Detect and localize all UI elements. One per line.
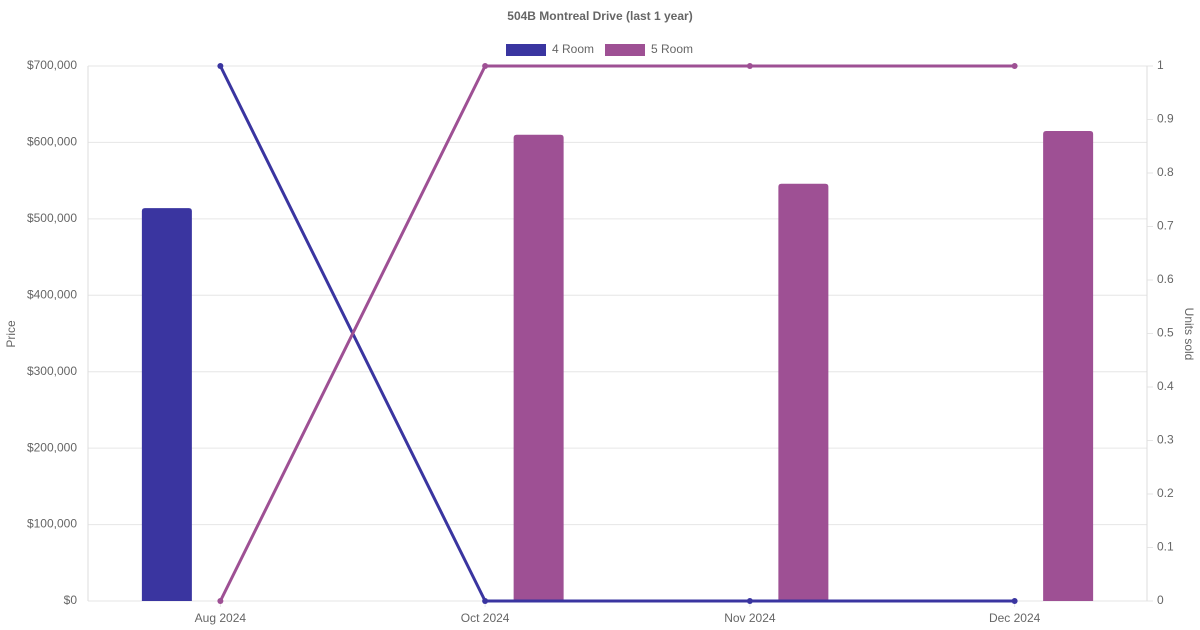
y2-tick-label: 0.6 xyxy=(1157,272,1174,286)
y2-tick-label: 0.5 xyxy=(1157,326,1174,340)
y-tick-label: $700,000 xyxy=(27,58,77,72)
bar xyxy=(778,183,829,601)
line-point xyxy=(217,63,224,69)
x-tick-label: Aug 2024 xyxy=(195,611,247,625)
legend-swatch xyxy=(506,44,546,56)
y-tick-label: $0 xyxy=(64,593,78,607)
y2-tick-label: 0.2 xyxy=(1157,486,1174,500)
y2-tick-label: 0.3 xyxy=(1157,433,1174,447)
line-point xyxy=(746,598,753,604)
legend-swatch xyxy=(605,44,645,56)
y-tick-label: $300,000 xyxy=(27,364,77,378)
y-tick-label: $100,000 xyxy=(27,517,77,531)
bar xyxy=(513,134,564,602)
y-tick-label: $200,000 xyxy=(27,440,77,454)
y2-tick-label: 0.8 xyxy=(1157,165,1174,179)
y2-tick-label: 0.4 xyxy=(1157,379,1174,393)
chart-title: 504B Montreal Drive (last 1 year) xyxy=(507,9,692,23)
line-point xyxy=(482,598,489,604)
y2-tick-label: 0.7 xyxy=(1157,219,1174,233)
bar xyxy=(141,208,192,601)
y-tick-label: $600,000 xyxy=(27,135,77,149)
y-axis-label: Price xyxy=(4,320,18,348)
y2-tick-label: 0.9 xyxy=(1157,112,1174,126)
y2-tick-label: 0 xyxy=(1157,593,1164,607)
y-tick-label: $400,000 xyxy=(27,287,77,301)
y2-tick-label: 0.1 xyxy=(1157,540,1174,554)
x-tick-label: Dec 2024 xyxy=(989,611,1041,625)
y2-tick-label: 1 xyxy=(1157,58,1164,72)
legend-label: 5 Room xyxy=(651,42,693,56)
line-point xyxy=(1011,63,1018,69)
x-tick-label: Oct 2024 xyxy=(461,611,510,625)
line xyxy=(219,64,1015,602)
y-tick-label: $500,000 xyxy=(27,211,77,225)
line-point xyxy=(746,63,753,69)
y2-axis-label: Units sold xyxy=(1182,308,1196,361)
bar xyxy=(1043,130,1094,601)
line-point xyxy=(1011,598,1018,604)
line xyxy=(219,65,1015,603)
x-tick-label: Nov 2024 xyxy=(724,611,776,625)
line-point xyxy=(482,63,489,69)
legend-label: 4 Room xyxy=(552,42,594,56)
line-point xyxy=(217,598,224,604)
